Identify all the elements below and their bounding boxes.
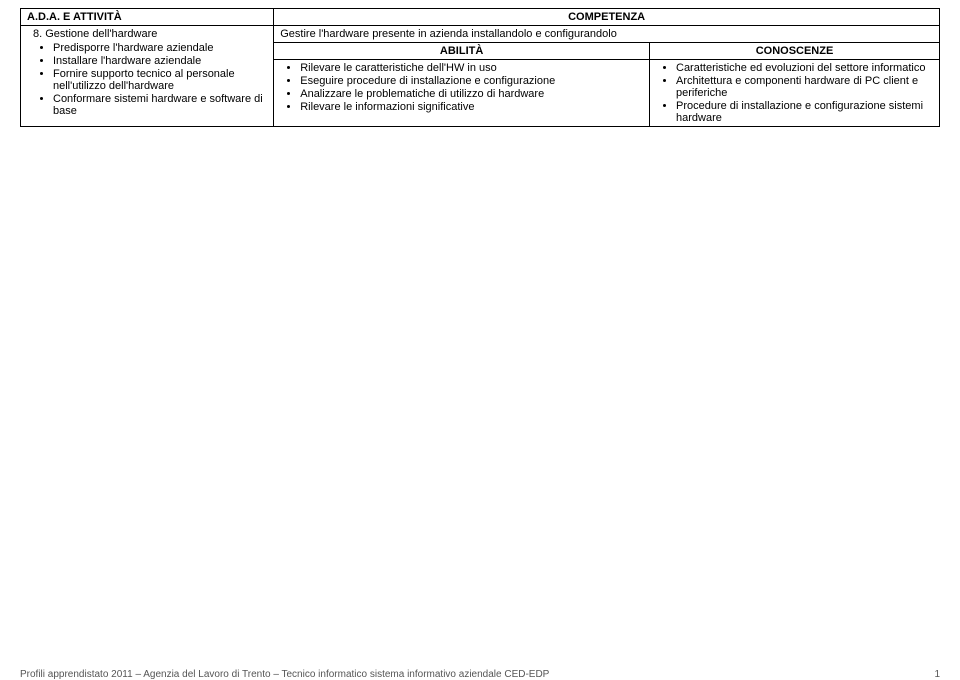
abilita-cell: ABILITÀ Rilevare le caratteristiche dell… bbox=[274, 43, 650, 127]
footer-container: Profili apprendistato 2011 – Agenzia del… bbox=[0, 662, 960, 680]
list-item: Procedure di installazione e configurazi… bbox=[676, 100, 933, 124]
header-left: A.D.A. E ATTIVITÀ bbox=[21, 9, 274, 26]
header-abilita: ABILITÀ bbox=[274, 43, 649, 60]
list-item: Architettura e componenti hardware di PC… bbox=[676, 75, 933, 99]
footer-text: Profili apprendistato 2011 – Agenzia del… bbox=[20, 669, 549, 680]
conoscenze-cell: CONOSCENZE Caratteristiche ed evoluzioni… bbox=[650, 43, 940, 127]
list-item: Predisporre l'hardware aziendale bbox=[53, 42, 267, 54]
header-competenza: COMPETENZA bbox=[274, 9, 940, 26]
left-cell: 8. Gestione dell'hardware Predisporre l'… bbox=[21, 26, 274, 127]
list-item: Rilevare le caratteristiche dell'HW in u… bbox=[300, 62, 643, 74]
conoscenze-list: Caratteristiche ed evoluzioni del settor… bbox=[656, 62, 933, 124]
list-item: Eseguire procedure di installazione e co… bbox=[300, 75, 643, 87]
list-item: Caratteristiche ed evoluzioni del settor… bbox=[676, 62, 933, 74]
list-item: Analizzare le problematiche di utilizzo … bbox=[300, 88, 643, 100]
left-list: Predisporre l'hardware aziendale Install… bbox=[27, 42, 267, 117]
competenza-cell: Gestire l'hardware presente in azienda i… bbox=[274, 26, 940, 43]
header-conoscenze: CONOSCENZE bbox=[650, 43, 939, 60]
left-section-title: 8. Gestione dell'hardware bbox=[27, 28, 267, 40]
list-item: Conformare sistemi hardware e software d… bbox=[53, 93, 267, 117]
abilita-list: Rilevare le caratteristiche dell'HW in u… bbox=[280, 62, 643, 113]
list-item: Fornire supporto tecnico al personale ne… bbox=[53, 68, 267, 92]
document-table: A.D.A. E ATTIVITÀ COMPETENZA 8. Gestione… bbox=[20, 8, 940, 127]
list-item: Installare l'hardware aziendale bbox=[53, 55, 267, 67]
list-item: Rilevare le informazioni significative bbox=[300, 101, 643, 113]
footer-page: 1 bbox=[934, 669, 940, 680]
